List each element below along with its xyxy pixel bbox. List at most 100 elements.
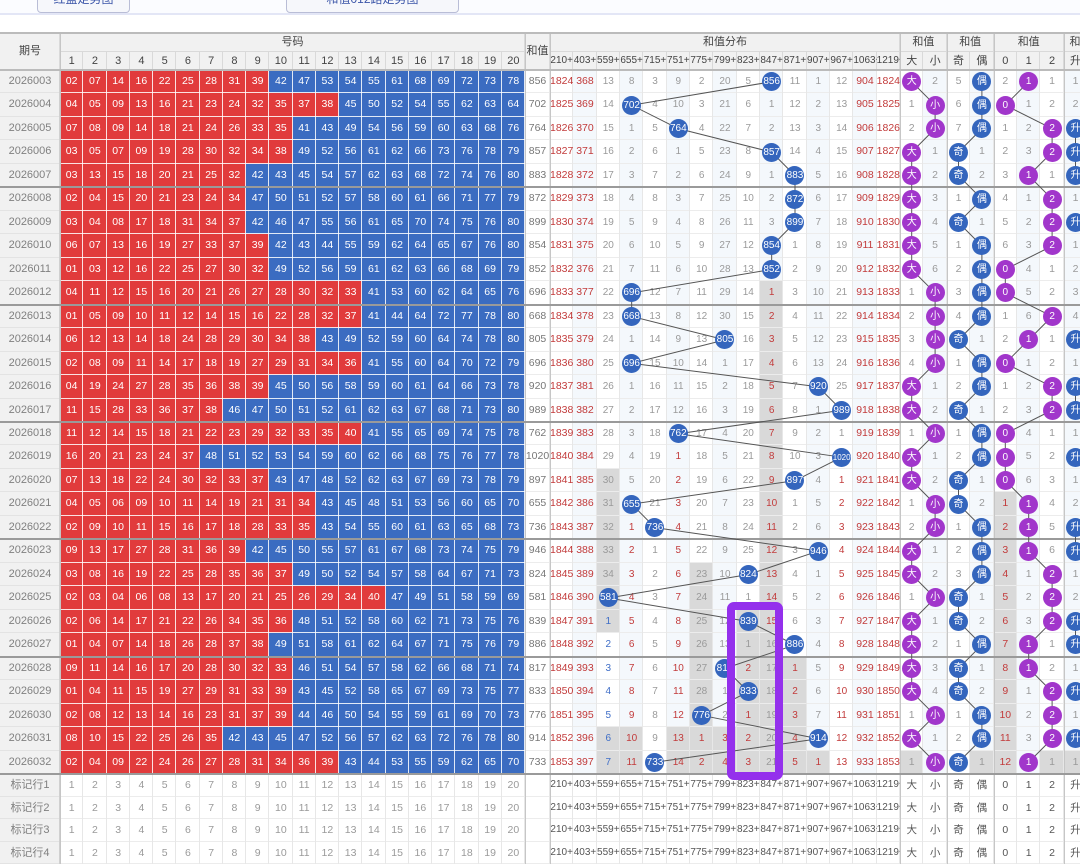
dist-cell: 1838: [877, 399, 900, 422]
number-cell: 66: [385, 445, 409, 469]
marker-right-label: 2: [1040, 842, 1063, 864]
marker-number: 16: [409, 819, 432, 842]
right-cell: 2: [970, 680, 994, 704]
row-group-divider: [0, 69, 1080, 71]
marker-dist-label: 715+: [643, 774, 667, 797]
blue-marker-circle: 升: [1066, 447, 1080, 467]
right-cell: 1: [1063, 70, 1080, 94]
purple-marker-circle: 2: [1042, 189, 1062, 209]
marker-number: 20: [502, 842, 525, 864]
number-cell: 29: [315, 586, 339, 610]
number-cell: 28: [199, 328, 223, 352]
right-cell: 1: [970, 210, 994, 235]
header-number-col: 8: [222, 51, 246, 70]
dist-cell: 6: [643, 657, 666, 680]
dist-cell: 29: [713, 281, 737, 305]
number-cell: 32: [222, 163, 246, 188]
number-cell: 09: [106, 93, 130, 117]
dist-cell: 1830: [550, 211, 573, 234]
number-cell: 44: [292, 703, 316, 728]
dist-cell: 911: [853, 234, 877, 258]
header-number-col: 6: [176, 51, 200, 70]
number-cell: 31: [292, 351, 316, 376]
dist-cell: 2: [619, 539, 644, 563]
dist-cell: 918: [853, 398, 877, 422]
right-cell: 1: [994, 305, 1017, 328]
purple-marker-circle: 小: [925, 588, 945, 608]
number-cell: 34: [292, 492, 316, 516]
number-cell: 08: [83, 351, 107, 376]
dist-cell: 4: [830, 539, 853, 562]
blue-marker-circle: 776: [692, 705, 712, 725]
marker-number: 2: [83, 797, 106, 820]
number-cell: 19: [222, 492, 246, 516]
row-group-divider: [0, 420, 1080, 423]
number-cell: 35: [222, 562, 246, 587]
right-cell: 4: [1017, 421, 1041, 446]
dist-cell: 1842: [550, 492, 573, 515]
number-cell: 46: [315, 703, 339, 728]
dist-cell: 24: [689, 586, 714, 610]
dist-cell: 2: [597, 633, 620, 656]
number-cell: 70: [501, 492, 525, 516]
number-cell: 02: [60, 586, 84, 610]
number-cell: 53: [385, 750, 409, 774]
number-cell: 59: [478, 586, 502, 610]
number-cell: 05: [83, 140, 107, 164]
number-cell: 16: [153, 281, 177, 305]
number-cell: 75: [478, 539, 502, 563]
number-cell: 07: [83, 70, 107, 94]
right-cell: 1: [900, 281, 923, 304]
dist-cell: 6: [619, 633, 644, 657]
number-cell: 26: [176, 633, 200, 657]
header-dist-col: 967+: [829, 51, 854, 70]
marker-number: 15: [386, 797, 409, 820]
number-cell: 62: [385, 727, 409, 751]
dist-cell: 3: [643, 70, 666, 93]
right-cell: 2: [923, 70, 947, 94]
dist-cell: 382: [573, 398, 597, 422]
number-cell: 39: [222, 539, 246, 563]
number-cell: 50: [315, 562, 339, 587]
number-cell: 52: [362, 328, 386, 352]
right-cell: 3: [1017, 398, 1041, 422]
number-cell: 55: [362, 70, 386, 94]
marker-dist-label: 847+: [760, 842, 783, 864]
right-cell: 1: [923, 609, 947, 634]
dist-cell: 13: [806, 351, 830, 376]
marker-dist-label: 559+: [597, 819, 620, 842]
right-cell: 2: [1017, 375, 1041, 399]
dist-cell: 28: [689, 680, 714, 704]
number-cell: 15: [129, 680, 153, 704]
dist-cell: 32: [596, 515, 620, 540]
marker-dist-label: 967+: [830, 819, 853, 842]
dist-cell: 1852: [877, 727, 900, 750]
number-cell: 16: [246, 304, 270, 329]
right-cell: 6: [1040, 539, 1063, 562]
number-cell: 32: [222, 140, 246, 164]
number-cell: 69: [432, 421, 456, 446]
dist-cell: 906: [853, 116, 877, 141]
dist-cell: 1844: [550, 539, 573, 562]
marker-right-label: 偶: [970, 819, 993, 842]
blue-marker-circle: 852: [762, 259, 782, 279]
number-cell: 17: [199, 515, 223, 540]
marker-right-label: 偶: [970, 842, 993, 864]
number-cell: 67: [408, 398, 432, 422]
dist-cell: 6: [737, 93, 760, 116]
marker-dist-label: 775+: [690, 797, 713, 820]
trend-button-1[interactable]: 红蓝走势图: [37, 0, 130, 13]
marker-number: 7: [200, 819, 223, 842]
trend-button-2[interactable]: 和值012路走势图: [286, 0, 459, 13]
right-cell: 4: [1063, 304, 1080, 329]
marker-sum-empty: [525, 842, 550, 864]
dist-cell: 5: [806, 492, 830, 516]
dist-cell: 34: [596, 562, 620, 587]
marker-dist-label: 559+: [597, 842, 620, 864]
number-cell: 24: [222, 93, 246, 117]
right-cell: 1: [970, 468, 994, 493]
number-cell: 77: [455, 304, 479, 329]
sum-value: 857: [525, 140, 550, 163]
dist-cell: 1825: [550, 93, 573, 116]
right-cell: 2: [923, 468, 947, 493]
